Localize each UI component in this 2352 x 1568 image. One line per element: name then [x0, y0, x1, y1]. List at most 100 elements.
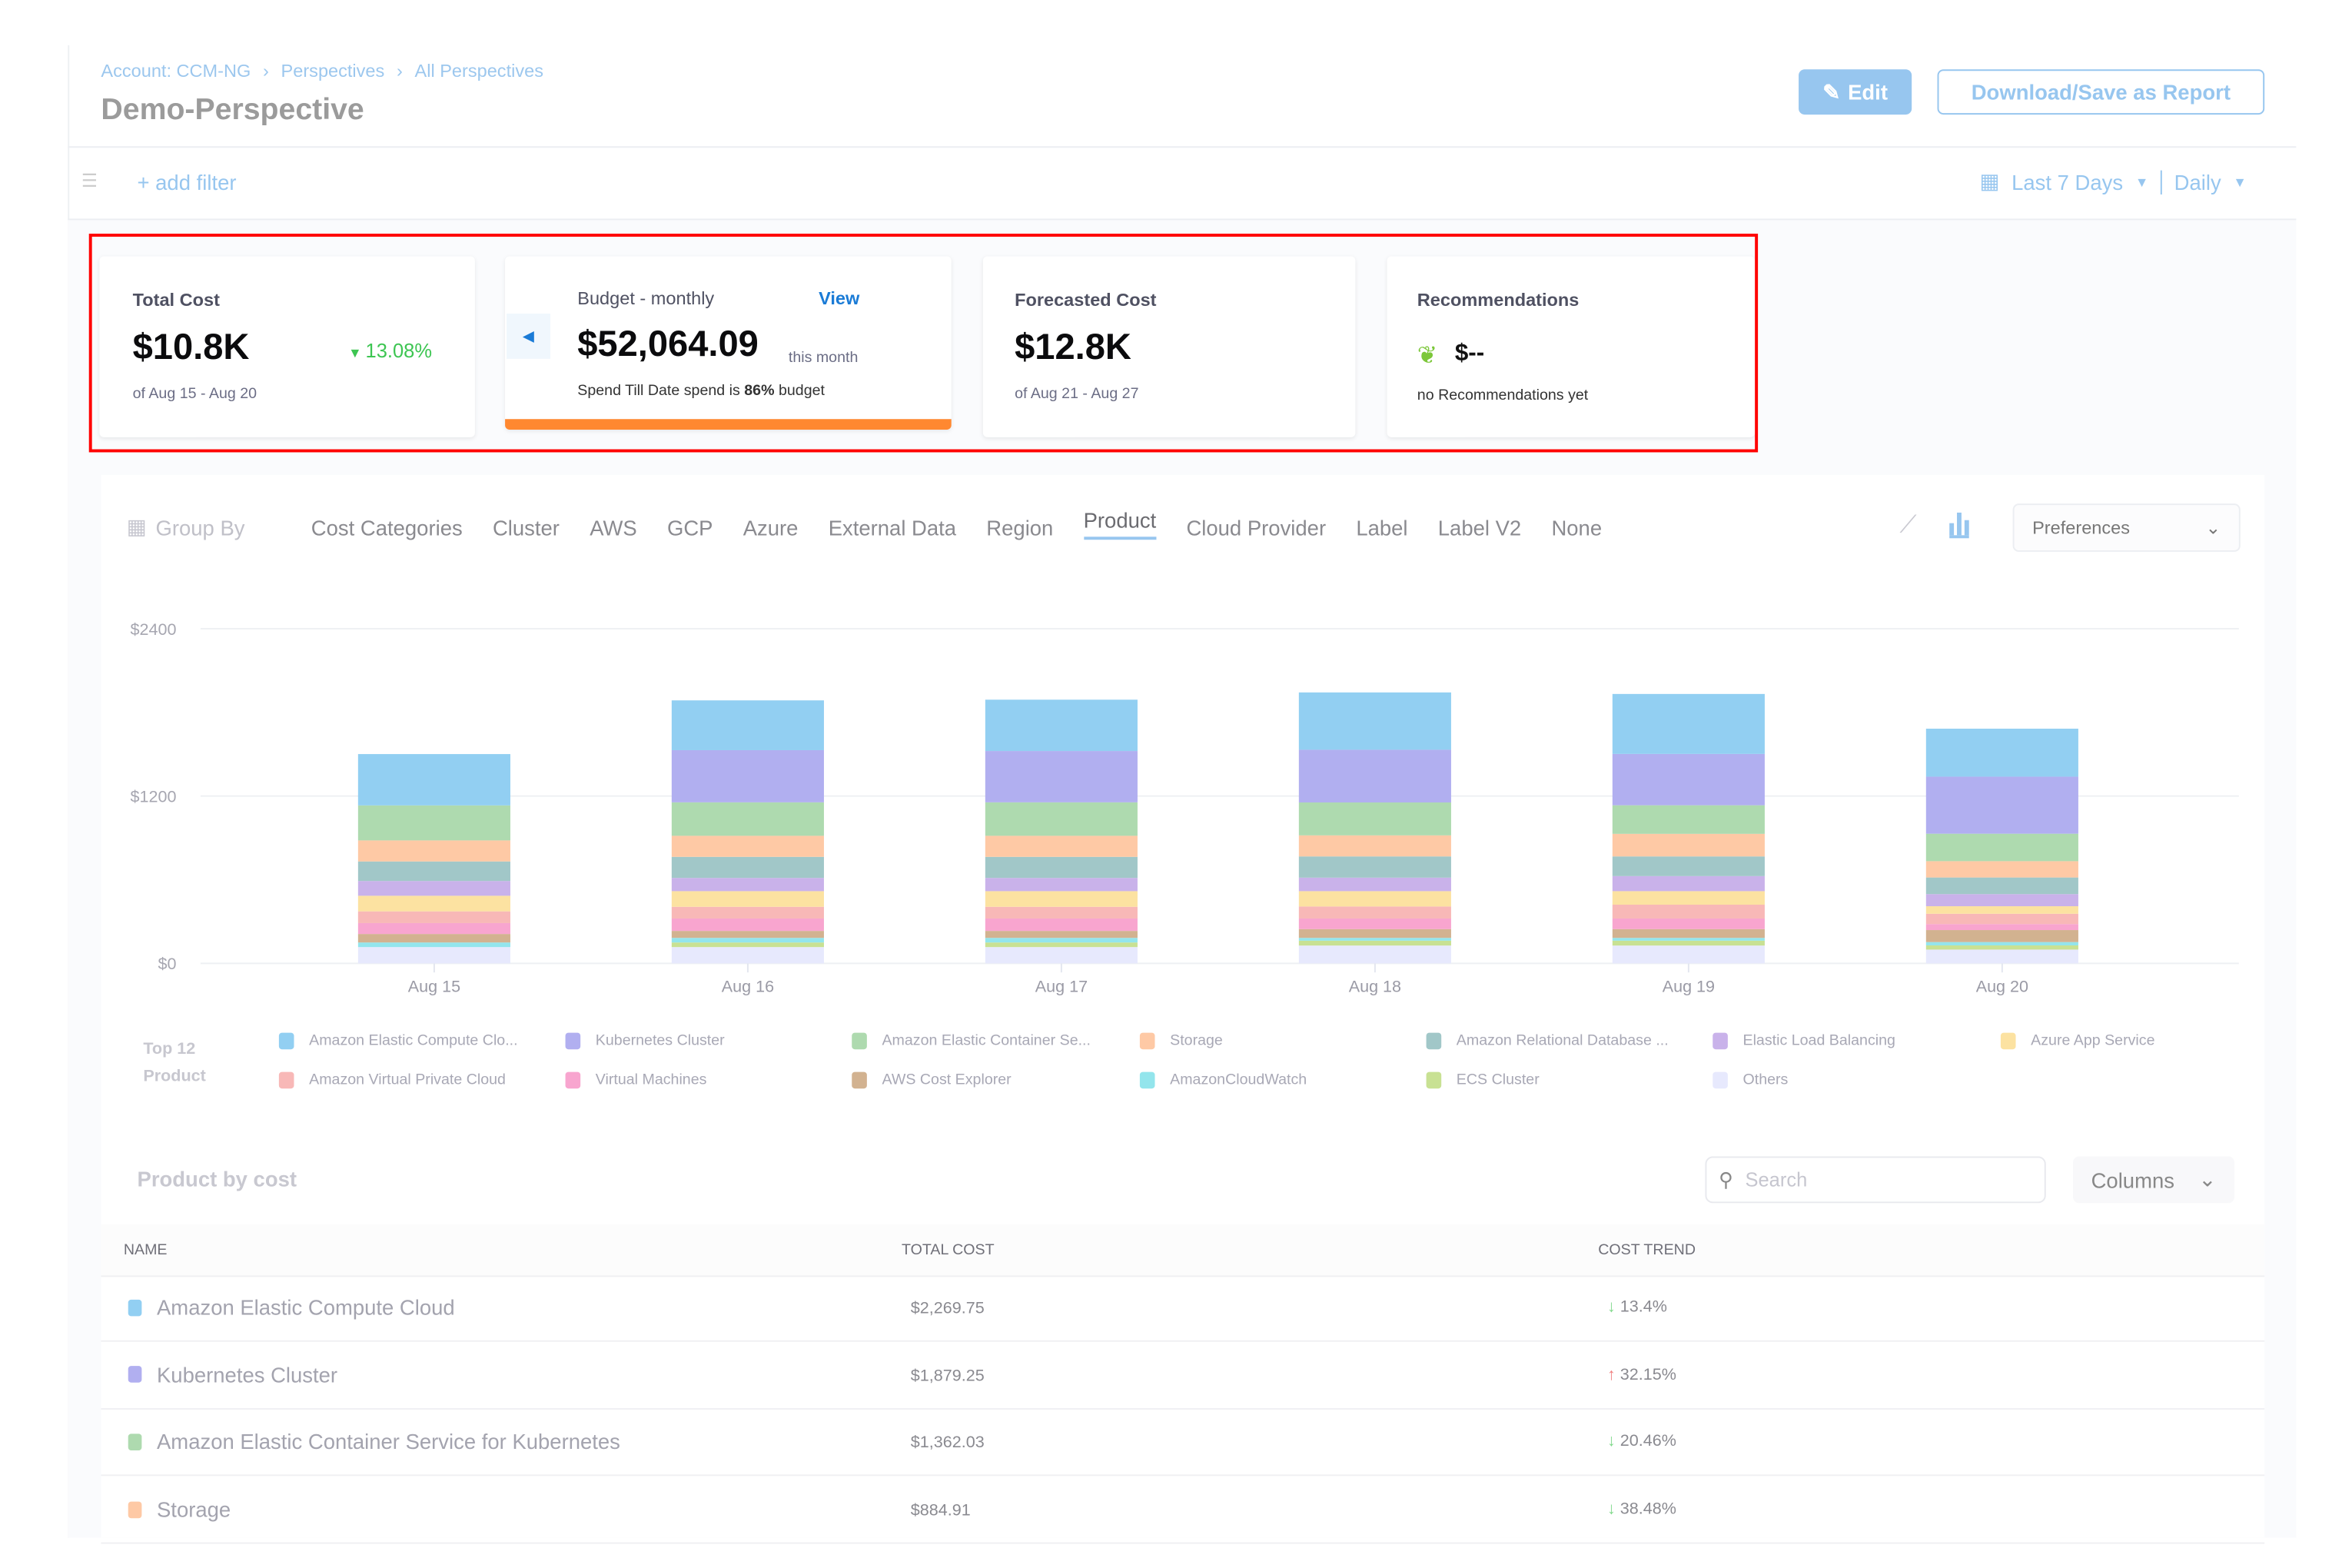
table-row[interactable]	[101, 1275, 2265, 1342]
view-budget-link[interactable]: View	[819, 287, 860, 310]
header-name[interactable]: NAME	[123, 1242, 168, 1259]
preferences-dropdown[interactable]: Preferences ⌄	[2012, 503, 2241, 552]
granularity-dropdown[interactable]: Daily	[2174, 169, 2221, 194]
bar-segment[interactable]	[357, 934, 510, 943]
bar-segment[interactable]	[1925, 894, 2078, 907]
bar-segment[interactable]	[985, 931, 1138, 938]
bar-segment[interactable]	[1925, 942, 2078, 945]
bar-segment[interactable]	[1298, 929, 1451, 938]
bar-segment[interactable]	[671, 931, 824, 938]
bar-segment[interactable]	[1612, 833, 1765, 857]
bar-segment[interactable]	[1612, 875, 1765, 892]
bar-segment[interactable]	[985, 938, 1138, 943]
columns-dropdown[interactable]: Columns ⌄	[2073, 1156, 2234, 1204]
bar-segment[interactable]	[1925, 906, 2078, 914]
bar-segment[interactable]	[1925, 945, 2078, 950]
bar-segment[interactable]	[357, 947, 510, 964]
bar-segment[interactable]	[985, 906, 1138, 919]
bar-segment[interactable]	[1298, 906, 1451, 919]
bar-segment[interactable]	[1612, 945, 1765, 964]
bar-segment[interactable]	[671, 802, 824, 836]
table-row[interactable]	[101, 1477, 2265, 1544]
group-by-tab-azure[interactable]: Azure	[742, 514, 799, 540]
legend-item[interactable]: AmazonCloudWatch	[1139, 1071, 1307, 1089]
group-by-tab-cloud-provider[interactable]: Cloud Provider	[1186, 514, 1327, 540]
legend-item[interactable]: Amazon Relational Database ...	[1426, 1032, 1669, 1050]
bar-segment[interactable]	[1925, 930, 2078, 942]
bar-segment[interactable]	[357, 754, 510, 806]
legend-item[interactable]: AWS Cost Explorer	[852, 1071, 1012, 1089]
bar-segment[interactable]	[1298, 938, 1451, 941]
bar-segment[interactable]	[357, 805, 510, 841]
bar-segment[interactable]	[357, 895, 510, 912]
table-row[interactable]	[101, 1410, 2265, 1477]
filter-sliders-icon[interactable]: ☰	[81, 170, 98, 192]
bar-segment[interactable]	[1612, 753, 1765, 806]
bar-segment[interactable]	[985, 918, 1138, 932]
download-report-button[interactable]: Download/Save as Report	[1937, 69, 2265, 115]
bar-segment[interactable]	[671, 906, 824, 919]
bar-segment[interactable]	[985, 891, 1138, 907]
bar-segment[interactable]	[985, 835, 1138, 857]
group-by-tab-aws[interactable]: AWS	[590, 514, 637, 540]
bar-segment[interactable]	[1925, 924, 2078, 931]
breadcrumb-all-perspectives[interactable]: All Perspectives	[414, 60, 543, 81]
legend-item[interactable]: ECS Cluster	[1426, 1071, 1540, 1089]
bar-segment[interactable]	[1298, 692, 1451, 750]
bar-segment[interactable]	[1612, 856, 1765, 876]
bar-segment[interactable]	[357, 922, 510, 935]
bar-segment[interactable]	[985, 947, 1138, 964]
header-cost-trend[interactable]: COST TREND	[1598, 1242, 1696, 1259]
legend-item[interactable]: Storage	[1139, 1032, 1223, 1050]
bar-segment[interactable]	[671, 942, 824, 948]
bar-segment[interactable]	[985, 942, 1138, 948]
prev-arrow-icon[interactable]: ◀	[507, 313, 550, 359]
bar-segment[interactable]	[1298, 835, 1451, 857]
bar-segment[interactable]	[671, 938, 824, 943]
bar-segment[interactable]	[357, 911, 510, 923]
bar-segment[interactable]	[357, 861, 510, 882]
bar-segment[interactable]	[671, 918, 824, 932]
breadcrumb-perspectives[interactable]: Perspectives	[281, 60, 385, 81]
legend-item[interactable]: Azure App Service	[2000, 1032, 2155, 1050]
bar-segment[interactable]	[1612, 693, 1765, 754]
legend-item[interactable]: Others	[1713, 1071, 1788, 1089]
bar-segment[interactable]	[671, 891, 824, 907]
table-row[interactable]	[101, 1343, 2265, 1410]
legend-item[interactable]: Amazon Virtual Private Cloud	[278, 1071, 506, 1089]
bar-segment[interactable]	[1612, 940, 1765, 946]
legend-item[interactable]: Kubernetes Cluster	[565, 1032, 725, 1050]
bar-segment[interactable]	[1612, 918, 1765, 929]
group-by-tab-label-v2[interactable]: Label V2	[1437, 514, 1522, 540]
add-filter-link[interactable]: + add filter	[137, 170, 237, 195]
group-by-tab-cost-categories[interactable]: Cost Categories	[311, 514, 463, 540]
bar-segment[interactable]	[1298, 891, 1451, 907]
bar-segment[interactable]	[1298, 802, 1451, 835]
bar-segment[interactable]	[1612, 891, 1765, 905]
line-chart-icon[interactable]: ⟋	[1899, 512, 1917, 539]
bar-segment[interactable]	[1612, 805, 1765, 834]
bar-segment[interactable]	[985, 856, 1138, 879]
bar-segment[interactable]	[1612, 938, 1765, 941]
header-total-cost[interactable]: TOTAL COST	[901, 1242, 995, 1259]
bar-segment[interactable]	[671, 700, 824, 750]
bar-segment[interactable]	[671, 878, 824, 892]
bar-segment[interactable]	[357, 942, 510, 948]
group-by-tab-none[interactable]: None	[1551, 514, 1603, 540]
bar-segment[interactable]	[671, 856, 824, 879]
bar-chart-icon[interactable]	[1949, 512, 1969, 539]
bar-segment[interactable]	[985, 878, 1138, 892]
bar-segment[interactable]	[671, 749, 824, 802]
bar-segment[interactable]	[1925, 913, 2078, 925]
bar-segment[interactable]	[985, 802, 1138, 836]
bar-segment[interactable]	[671, 947, 824, 964]
legend-item[interactable]: Amazon Elastic Compute Clo...	[278, 1032, 518, 1050]
edit-button[interactable]: ✎ Edit	[1799, 69, 1912, 115]
search-input[interactable]: ⚲ Search	[1705, 1156, 2046, 1204]
bar-segment[interactable]	[1925, 833, 2078, 862]
group-by-tab-region[interactable]: Region	[986, 514, 1054, 540]
bar-segment[interactable]	[1298, 749, 1451, 803]
bar-segment[interactable]	[1925, 861, 2078, 878]
legend-item[interactable]: Amazon Elastic Container Se...	[852, 1032, 1091, 1050]
bar-segment[interactable]	[1925, 877, 2078, 895]
